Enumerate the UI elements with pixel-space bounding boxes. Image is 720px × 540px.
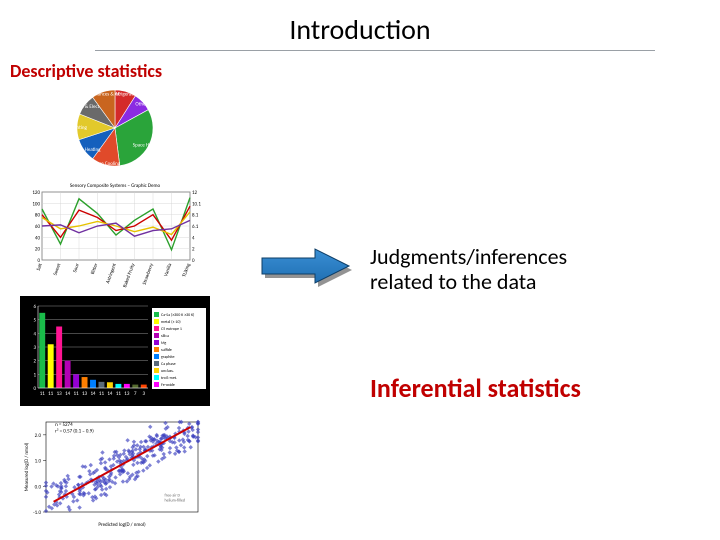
inferential-statistics-label: Inferential statistics [370,372,581,404]
svg-text:Other: Other [135,101,147,107]
svg-text:2.0: 2.0 [35,433,42,439]
svg-text:100: 100 [32,201,40,207]
svg-text:7: 7 [134,391,137,397]
svg-text:graphite: graphite [161,355,175,360]
judgments-line2: related to the data [370,268,536,295]
svg-text:n = 5274: n = 5274 [55,422,73,428]
line-chart-svg: Sensory Composite Systems – Graphic Demo… [20,180,210,288]
svg-text:3: 3 [142,391,145,397]
svg-text:11: 11 [116,391,122,397]
svg-text:11: 11 [48,391,54,397]
svg-text:8.1: 8.1 [192,213,199,219]
judgments-text: Judgments/inferences related to the data [370,244,567,295]
svg-text:12: 12 [192,190,198,196]
svg-text:Water Heating: Water Heating [71,147,101,153]
svg-text:Sensory Composite Systems – Gr: Sensory Composite Systems – Graphic Demo [70,183,161,189]
bar-chart-thumbnail: 0123456111113141113141114111373Ca-Sa (≥3… [20,296,210,406]
svg-text:13: 13 [124,391,130,397]
svg-text:40: 40 [35,235,41,241]
svg-text:10.1: 10.1 [192,201,201,207]
svg-text:11: 11 [99,391,105,397]
svg-text:metal (≥ 10): metal (≥ 10) [161,319,181,325]
scatter-chart-svg: -1.0 0.0 1.0 2.0 n = 5274r² = 0.57 (0.1 – 0.… [20,412,210,532]
svg-text:Fe-oxide: Fe-oxide [161,383,175,388]
svg-text:sulfide: sulfide [161,348,172,353]
descriptive-statistics-label: Descriptive statistics [10,60,162,82]
svg-text:6.1: 6.1 [192,224,199,230]
pie-chart-thumbnail: RefrigeratorOtherSpace HeatingSpace Cool… [20,82,210,174]
svg-text:120: 120 [32,190,40,196]
scatter-chart-thumbnail: -1.0 0.0 1.0 2.0 n = 5274r² = 0.57 (0.1 – 0.… [20,412,210,532]
svg-text:Ca phase: Ca phase [161,362,176,367]
svg-text:20: 20 [35,247,41,253]
right-arrow [260,246,356,288]
svg-text:14: 14 [65,391,71,397]
line-chart-thumbnail: Sensory Composite Systems – Graphic Demo… [20,180,210,288]
svg-text:C5 eutrope 1: C5 eutrope 1 [161,327,182,332]
svg-text:unclass.: unclass. [161,369,174,374]
bar-chart-svg: 0123456111113141113141114111373Ca-Sa (≥3… [20,296,210,406]
svg-text:Lighting: Lighting [71,125,88,131]
svg-text:Predicted log(D / nmol): Predicted log(D / nmol) [98,521,146,528]
svg-text:0.0: 0.0 [35,484,42,490]
title-underline [95,50,655,51]
slide-title: Introduction [0,12,720,47]
svg-text:11: 11 [40,391,46,397]
svg-text:Space Heating: Space Heating [133,142,162,148]
svg-text:r² = 0.57 (0.1 – 0.9): r² = 0.57 (0.1 – 0.9) [55,427,94,434]
svg-text:troil.-met.: troil.-met. [161,376,177,381]
svg-text:1.0: 1.0 [35,459,42,465]
svg-text:Ca-Sa (≥300 K ≥30 K): Ca-Sa (≥300 K ≥30 K) [161,312,194,318]
svg-text:13: 13 [57,391,63,397]
svg-text:silica: silica [161,334,169,339]
svg-text:Space Cooling: Space Cooling [92,161,121,167]
svg-text:14: 14 [107,391,113,397]
svg-text:helium-filled: helium-filled [165,499,185,504]
pie-chart-svg: RefrigeratorOtherSpace HeatingSpace Cool… [20,82,210,174]
svg-text:14: 14 [90,391,96,397]
svg-text:-1.0: -1.0 [33,510,41,516]
arrow-icon [260,246,356,288]
svg-text:80: 80 [35,213,41,219]
svg-text:13: 13 [82,391,88,397]
svg-text:60: 60 [35,224,41,230]
svg-text:11: 11 [74,391,80,397]
judgments-line1: Judgments/inferences [370,243,567,270]
svg-text:Mg: Mg [161,341,166,346]
svg-text:Measured log(D / nmol): Measured log(D / nmol) [23,442,30,491]
svg-text:Appliances & AC: Appliances & AC [87,92,121,98]
